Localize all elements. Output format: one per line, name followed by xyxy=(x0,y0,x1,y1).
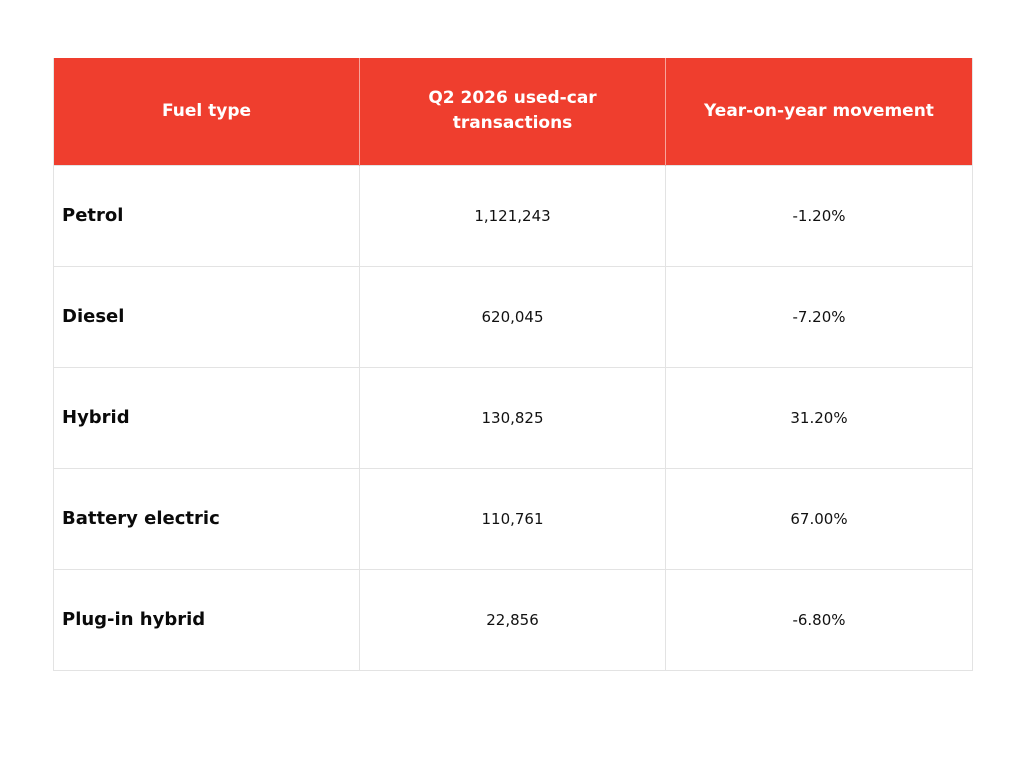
fuel-type-cell: Hybrid xyxy=(53,366,360,469)
fuel-type-cell: Petrol xyxy=(53,164,360,267)
table-row: Diesel 620,045 -7.20% xyxy=(53,265,973,368)
yoy-cell: -6.80% xyxy=(665,568,973,671)
table-row: Petrol 1,121,243 -1.20% xyxy=(53,164,973,267)
header-transactions: Q2 2026 used-car transactions xyxy=(359,58,666,165)
table-body: Petrol 1,121,243 -1.20% Diesel 620,045 -… xyxy=(53,164,973,671)
fuel-type-cell: Plug-in hybrid xyxy=(53,568,360,671)
header-fuel-type: Fuel type xyxy=(53,58,360,165)
transactions-cell: 620,045 xyxy=(359,265,666,368)
transactions-cell: 1,121,243 xyxy=(359,164,666,267)
fuel-type-cell: Diesel xyxy=(53,265,360,368)
yoy-cell: -1.20% xyxy=(665,164,973,267)
table-header: Fuel type Q2 2026 used-car transactions … xyxy=(53,58,973,165)
transactions-cell: 22,856 xyxy=(359,568,666,671)
transactions-cell: 110,761 xyxy=(359,467,666,570)
fuel-type-cell: Battery electric xyxy=(53,467,360,570)
yoy-cell: 31.20% xyxy=(665,366,973,469)
table-row: Battery electric 110,761 67.00% xyxy=(53,467,973,570)
table-row: Hybrid 130,825 31.20% xyxy=(53,366,973,469)
data-table-container: Fuel type Q2 2026 used-car transactions … xyxy=(53,58,973,671)
yoy-cell: 67.00% xyxy=(665,467,973,570)
transactions-cell: 130,825 xyxy=(359,366,666,469)
fuel-type-transactions-table: Fuel type Q2 2026 used-car transactions … xyxy=(53,58,973,671)
header-yoy-movement: Year-on-year movement xyxy=(665,58,973,165)
header-row: Fuel type Q2 2026 used-car transactions … xyxy=(53,58,973,165)
table-row: Plug-in hybrid 22,856 -6.80% xyxy=(53,568,973,671)
yoy-cell: -7.20% xyxy=(665,265,973,368)
